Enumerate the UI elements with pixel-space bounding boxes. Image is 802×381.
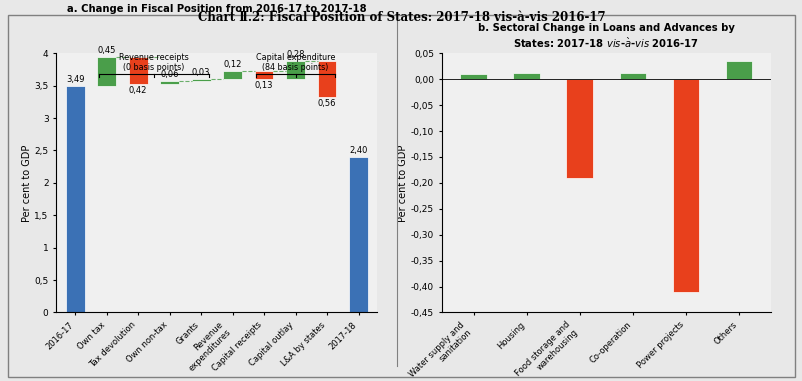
Bar [192,78,210,80]
Text: 0,13: 0,13 [254,81,273,90]
Y-axis label: Per cent to GDP: Per cent to GDP [398,144,407,222]
Bar [286,61,305,79]
Text: 0,45: 0,45 [97,46,115,55]
Text: 3,49: 3,49 [66,75,84,85]
Text: 2,40: 2,40 [349,146,367,155]
Bar [725,61,751,79]
Title: a. Change in Fiscal Position from 2016-17 to 2017-18: a. Change in Fiscal Position from 2016-1… [67,4,367,14]
Text: 0,42: 0,42 [129,86,147,95]
Bar [349,157,367,312]
Text: Chart Ⅱ.2: Fiscal Position of States: 2017-18 vis-à-vis 2016-17: Chart Ⅱ.2: Fiscal Position of States: 20… [197,11,605,24]
Bar [160,80,179,85]
Bar [97,57,116,86]
Bar [619,73,646,79]
Bar [254,71,273,79]
Bar [223,71,241,78]
Bar [565,79,592,178]
Text: 0,56: 0,56 [318,99,336,108]
Text: Revenue receipts
(0 basis points): Revenue receipts (0 basis points) [119,53,188,72]
Bar [460,74,486,79]
Bar [672,79,699,292]
Text: 0,28: 0,28 [286,50,305,59]
Text: 0,06: 0,06 [160,70,179,78]
Title: b. Sectoral Change in Loans and Advances by
States: 2017-18 $\it{vis}$-$\it{\gra: b. Sectoral Change in Loans and Advances… [477,23,734,50]
Bar [128,57,148,85]
Bar [317,61,336,98]
Bar [512,73,539,79]
Y-axis label: Per cent to GDP: Per cent to GDP [22,144,31,222]
Bar [66,86,84,312]
Text: Capital expenditure
(84 basis points): Capital expenditure (84 basis points) [256,53,334,72]
Text: 0,12: 0,12 [223,60,241,69]
Text: 0,03: 0,03 [192,68,210,77]
